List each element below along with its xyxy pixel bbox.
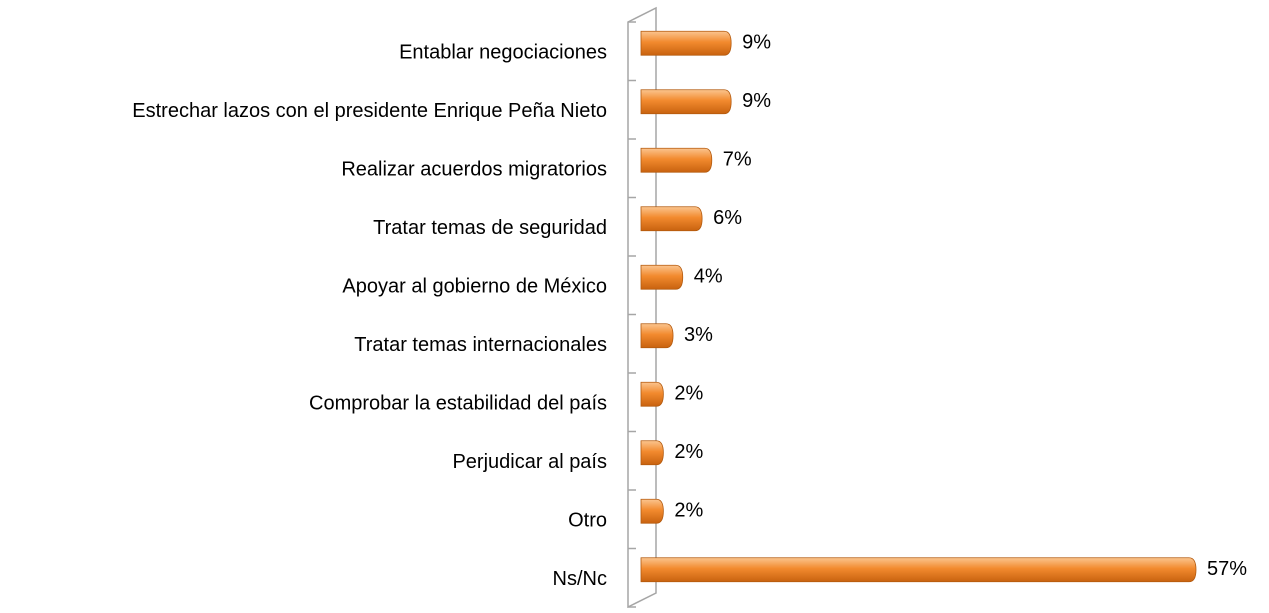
value-label: 2% [674,500,703,522]
bar [640,440,664,466]
value-label: 3% [684,324,713,346]
bar [640,206,703,232]
bar [640,264,684,290]
category-label: Estrechar lazos con el presidente Enriqu… [132,100,607,122]
category-label: Tratar temas internacionales [354,334,607,356]
value-label: 9% [742,32,771,54]
category-label: Entablar negociaciones [399,42,607,64]
bar [640,381,664,407]
bar [640,323,674,349]
bar [640,147,713,173]
value-label: 9% [742,90,771,112]
bar [640,89,732,115]
category-label: Comprobar la estabilidad del país [309,393,607,415]
category-label: Tratar temas de seguridad [373,217,607,239]
value-label: 7% [723,149,752,171]
category-label: Realizar acuerdos migratorios [341,159,607,181]
bar [640,498,664,524]
category-label: Otro [568,510,607,532]
category-label: Apoyar al gobierno de México [342,276,607,298]
bar [640,557,1197,583]
value-label: 4% [694,266,723,288]
value-label: 6% [713,207,742,229]
category-label: Ns/Nc [553,568,607,590]
value-label: 2% [674,441,703,463]
axis-wall [627,6,657,609]
value-label: 2% [674,383,703,405]
category-label: Perjudicar al país [452,451,607,473]
bar [640,30,732,56]
value-label: 57% [1207,558,1247,580]
